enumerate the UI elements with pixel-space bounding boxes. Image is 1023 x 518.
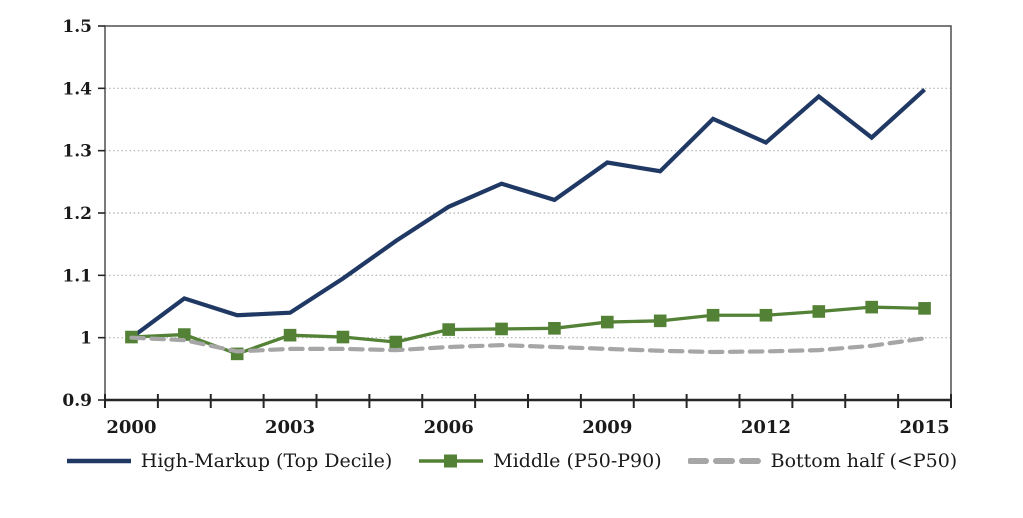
series-1-marker xyxy=(601,315,614,329)
series-1-marker xyxy=(283,328,297,342)
x-axis-label: 2009 xyxy=(582,417,632,438)
series-1-marker xyxy=(548,322,561,335)
series-1-marker xyxy=(442,323,455,336)
legend-label-high-markup: High-Markup (Top Decile) xyxy=(140,450,393,472)
y-axis-label: 1.1 xyxy=(62,266,92,286)
series-1-marker xyxy=(495,322,508,336)
y-axis-label: 1.5 xyxy=(62,17,92,37)
series-1-marker xyxy=(178,328,191,341)
series-line-1 xyxy=(131,305,925,356)
series-1-marker xyxy=(336,330,350,344)
legend-item-high-markup: High-Markup (Top Decile) xyxy=(66,450,392,472)
series-1-marker xyxy=(918,302,931,315)
series-1-marker xyxy=(865,300,878,314)
y-axis-label: 1.4 xyxy=(62,79,92,99)
y-axis-label: 1 xyxy=(80,329,92,349)
y-axis-label: 1.3 xyxy=(62,142,92,162)
y-axis-label: 0.9 xyxy=(62,391,92,411)
series-1-marker xyxy=(759,308,773,322)
x-axis-label: 2003 xyxy=(265,417,315,438)
legend: High-Markup (Top Decile) Middle (P50-P90… xyxy=(0,450,1023,472)
series-1-marker xyxy=(653,314,667,328)
middle-line-swatch-icon xyxy=(419,454,484,468)
x-axis-label: 2015 xyxy=(900,417,950,438)
series-line-0 xyxy=(130,88,926,340)
legend-item-bottom-half: Bottom half (<P50) xyxy=(687,450,958,472)
line-chart-canvas: 0.9 1 1.1 1.2 1.3 1.4 1.5 2000 2003 2006 2009 2012 2… xyxy=(62,17,952,438)
legend-item-middle: Middle (P50-P90) xyxy=(418,450,662,472)
legend-label-middle: Middle (P50-P90) xyxy=(493,450,662,472)
bottom-half-dash-swatch-icon xyxy=(687,458,762,464)
x-axis-label: 2006 xyxy=(424,417,474,438)
x-axis-label: 2012 xyxy=(741,417,791,438)
series-1-marker xyxy=(389,335,403,349)
series-line-2 xyxy=(129,335,927,355)
x-axis-label: 2000 xyxy=(106,417,156,438)
legend-label-bottom-half: Bottom half (<P50) xyxy=(770,450,958,472)
high-markup-line-swatch-icon xyxy=(66,458,131,464)
series-1-marker xyxy=(706,308,720,322)
series-1-marker xyxy=(812,305,826,318)
y-axis-label: 1.2 xyxy=(62,204,92,224)
